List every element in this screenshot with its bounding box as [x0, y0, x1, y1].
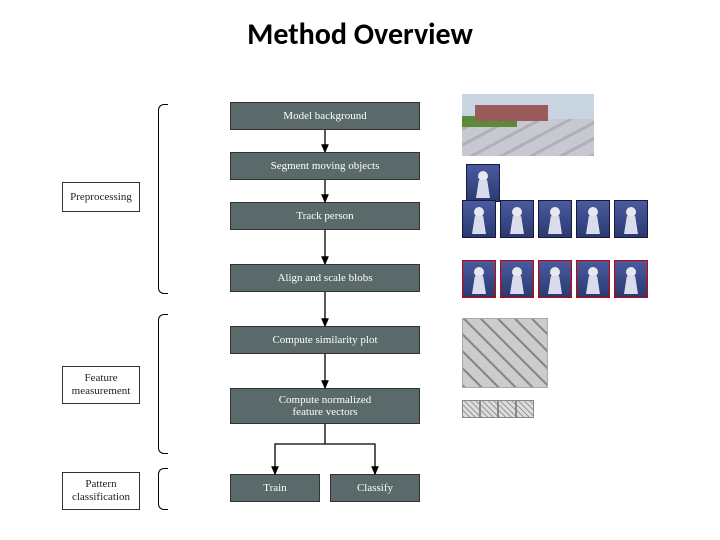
step-similarity: Compute similarity plot	[230, 326, 420, 354]
step-model-bg: Model background	[230, 102, 420, 130]
track-frame	[462, 200, 496, 238]
step-segment: Segment moving objects	[230, 152, 420, 180]
brace-feature	[158, 314, 168, 454]
step-featvec: Compute normalized feature vectors	[230, 388, 420, 424]
feature-cell	[462, 400, 480, 418]
feature-cell	[480, 400, 498, 418]
aligned-frame	[500, 260, 534, 298]
track-frame	[576, 200, 610, 238]
step-train: Train	[230, 474, 320, 502]
stage-label-preprocessing: Preprocessing	[62, 182, 140, 212]
track-frame	[614, 200, 648, 238]
feature-cell	[498, 400, 516, 418]
aligned-frame	[576, 260, 610, 298]
scene-thumbnail	[462, 94, 594, 156]
step-classify: Classify	[330, 474, 420, 502]
segmented-person-thumb	[466, 164, 500, 202]
step-align: Align and scale blobs	[230, 264, 420, 292]
feature-cell	[516, 400, 534, 418]
aligned-frame	[462, 260, 496, 298]
track-sequence	[462, 200, 648, 238]
aligned-frame	[538, 260, 572, 298]
aligned-frame	[614, 260, 648, 298]
brace-preprocessing	[158, 104, 168, 294]
similarity-plot	[462, 318, 548, 388]
track-frame	[500, 200, 534, 238]
track-frame	[538, 200, 572, 238]
stage-label-pattern: Pattern classification	[62, 472, 140, 510]
step-track: Track person	[230, 202, 420, 230]
brace-pattern	[158, 468, 168, 510]
page-title: Method Overview	[0, 16, 720, 53]
aligned-sequence	[462, 260, 648, 298]
feature-vector-strip	[462, 400, 534, 418]
stage-label-feature: Feature measurement	[62, 366, 140, 404]
